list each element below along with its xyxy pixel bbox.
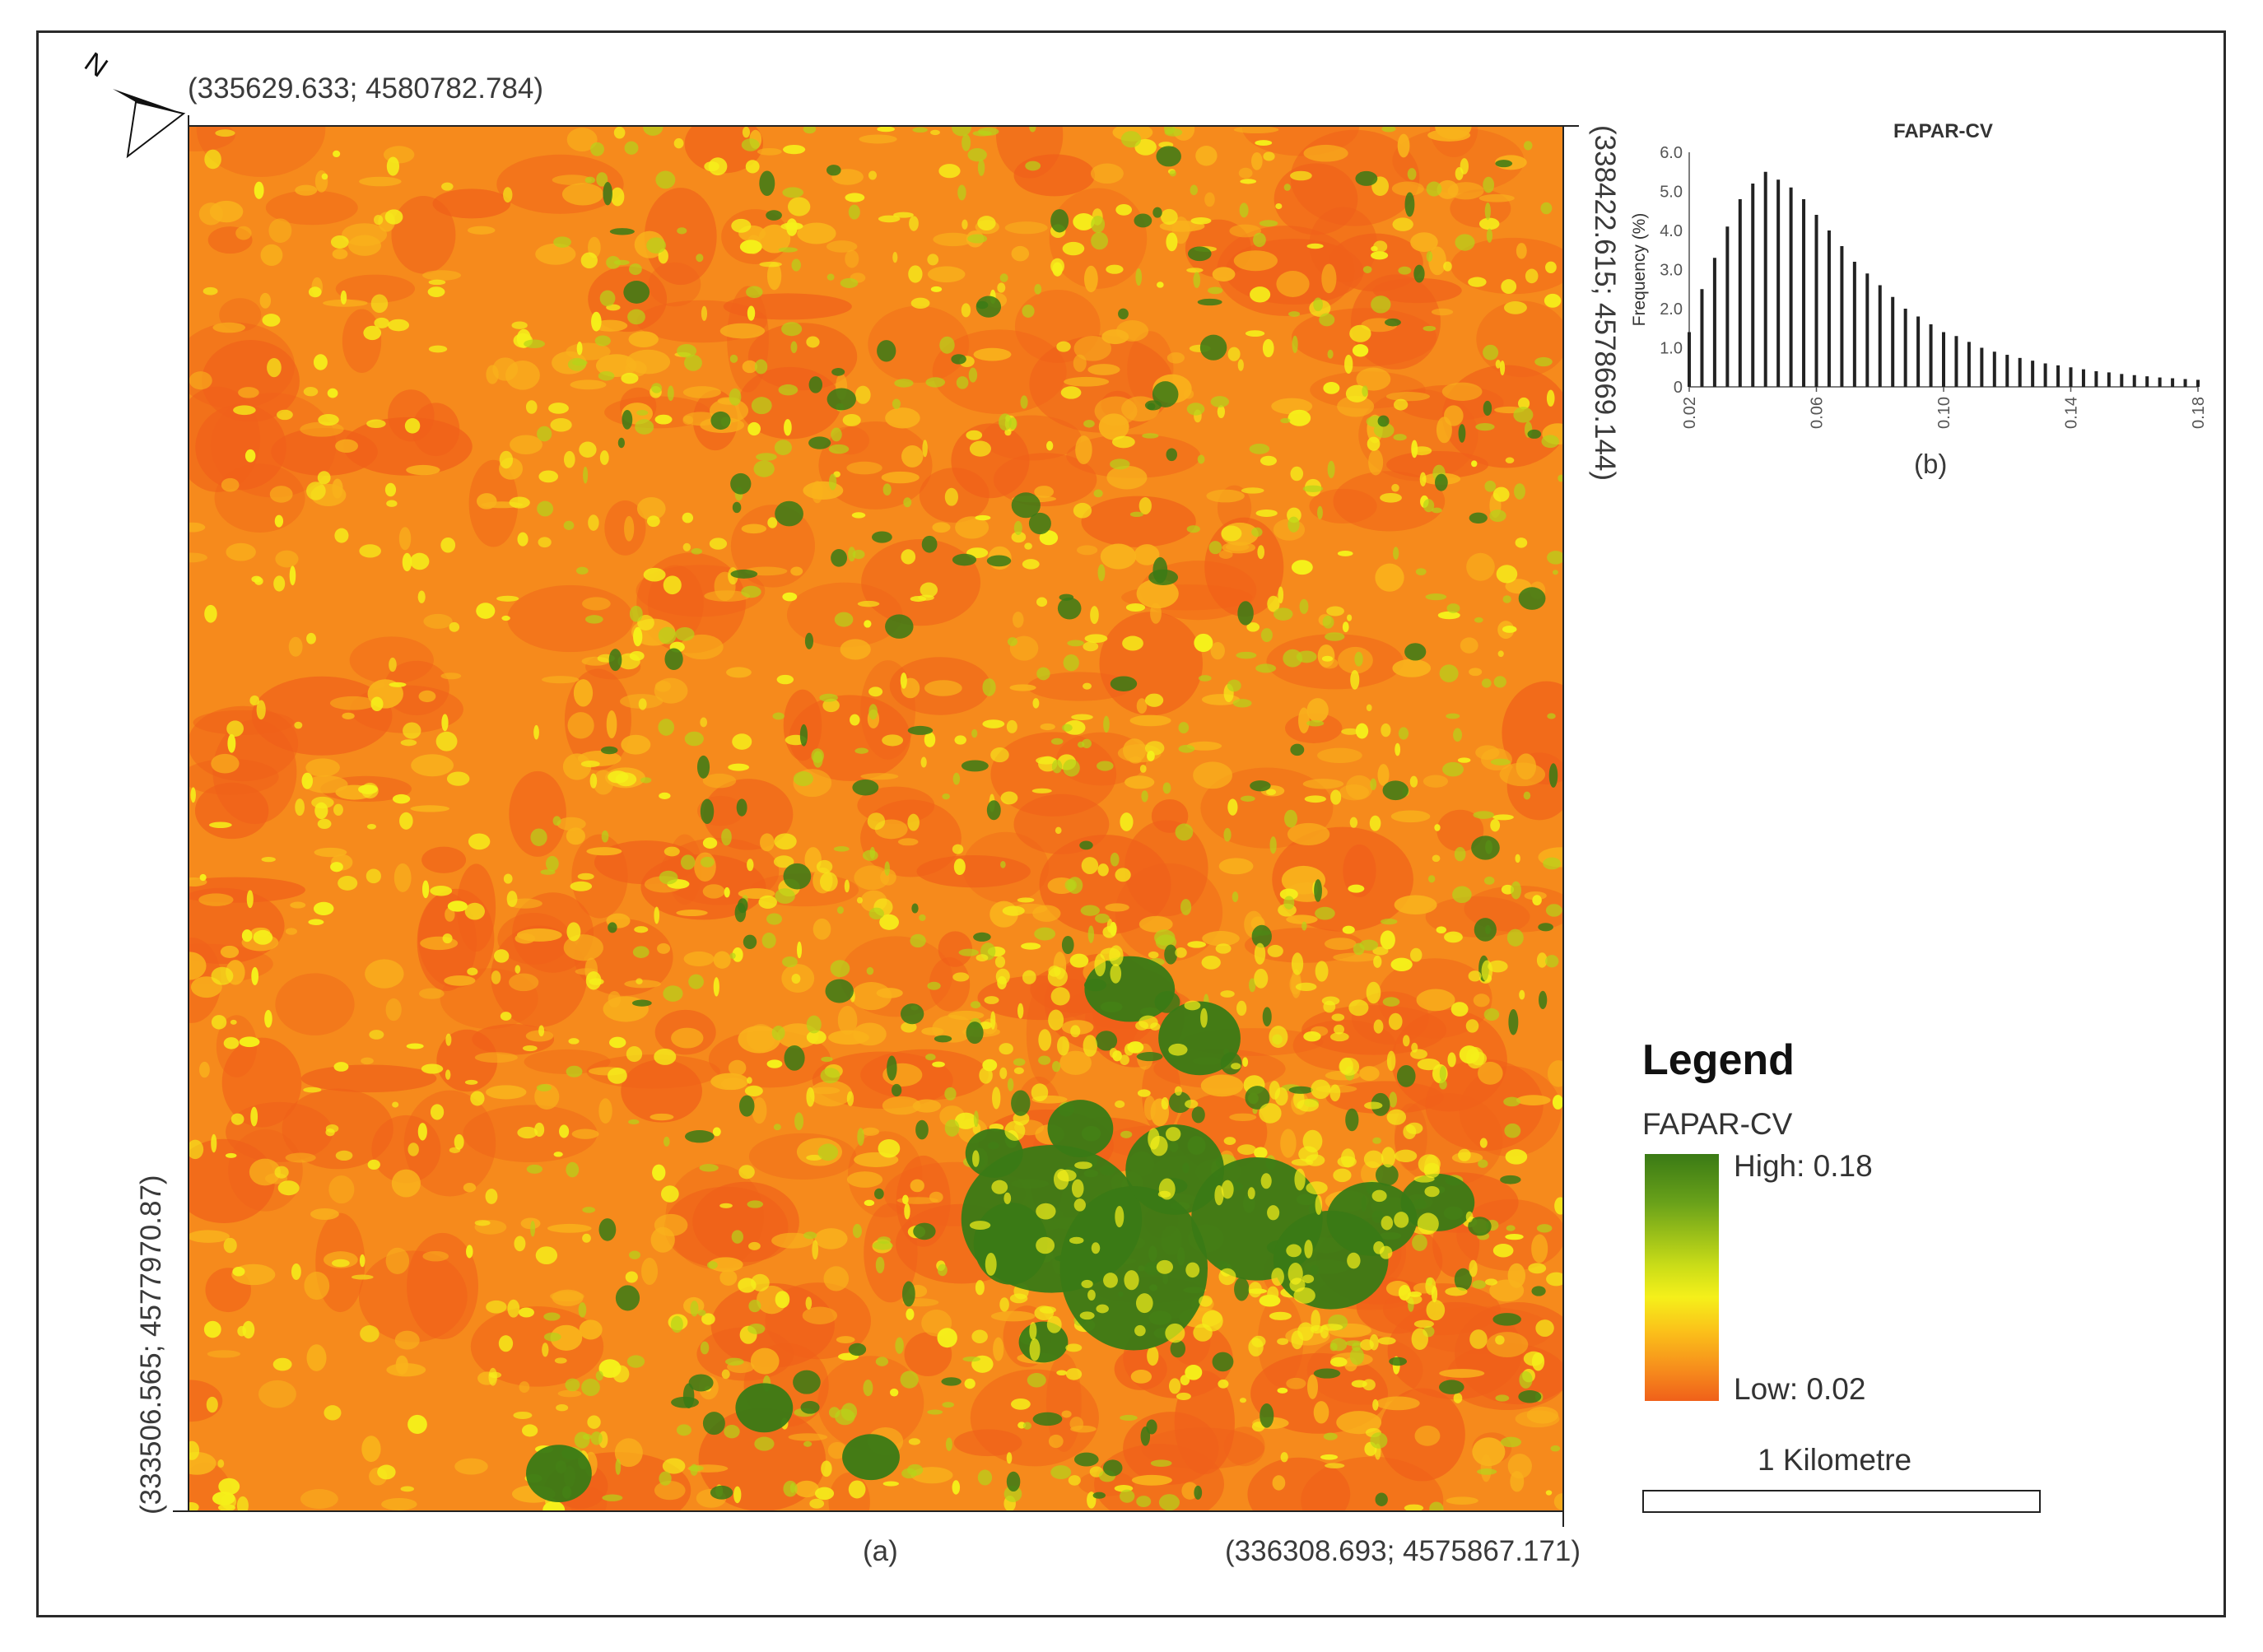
scale-bar xyxy=(1642,1490,2041,1513)
histogram-bar xyxy=(2145,376,2149,387)
histogram-bar xyxy=(1763,171,1767,387)
histogram-y-label: Frequency (%) xyxy=(1630,213,1649,327)
histogram-x-tick-label: 0.14 xyxy=(2063,397,2081,429)
histogram-panel: FAPAR-CV 0 1.0 2.0 3.0 4.0 5.0 6.0 0.02 0.06 0.10… xyxy=(1622,115,2214,494)
histogram-x-tick-label: 0.18 xyxy=(2190,397,2208,429)
histogram-bar xyxy=(2171,378,2175,387)
map-caption: (a) xyxy=(863,1535,898,1567)
histogram-title: FAPAR-CV xyxy=(1893,120,1993,142)
histogram-bar xyxy=(1688,332,1691,387)
histogram-bar xyxy=(2056,365,2060,387)
histogram-bar xyxy=(1814,215,1818,387)
histogram-x-tick-label: 0.06 xyxy=(1809,397,1827,429)
corner-tick-top xyxy=(188,115,189,127)
histogram-bar xyxy=(1776,179,1781,387)
histogram-y-tick-label: 5.0 xyxy=(1660,184,1683,202)
histogram-bar xyxy=(2043,363,2047,387)
histogram-bar xyxy=(1903,309,1907,387)
histogram-bar xyxy=(2031,361,2035,387)
histogram-bar xyxy=(2094,371,2098,387)
histogram-caption: (b) xyxy=(1914,449,1948,479)
histogram-bar xyxy=(1942,332,1945,387)
histogram-bar xyxy=(2158,377,2162,387)
histogram-bar xyxy=(1712,258,1716,387)
scale-bar-label: 1 Kilometre xyxy=(1758,1443,1912,1477)
histogram-bar xyxy=(1916,316,1921,387)
coord-bottom-right: (336308.693; 4575867.171) xyxy=(1225,1535,1581,1567)
histogram-x-tick-label: 0.02 xyxy=(1681,397,1699,429)
map-raster xyxy=(189,127,1562,1510)
histogram-y-tick-label: 1.0 xyxy=(1660,340,1683,358)
histogram-bar xyxy=(2196,379,2200,387)
histogram-bar xyxy=(1967,342,1971,387)
legend-low-label: Low: 0.02 xyxy=(1734,1372,1866,1406)
histogram-bar xyxy=(1789,187,1793,387)
histogram-y-tick-label: 4.0 xyxy=(1660,222,1683,240)
north-label: N xyxy=(79,46,114,83)
coord-right-top: (338422.615; 4578669.144) xyxy=(1589,125,1621,482)
fapar-cv-map[interactable] xyxy=(188,125,1564,1512)
histogram-bar xyxy=(2107,372,2111,387)
coord-top-left: (335629.633; 4580782.784) xyxy=(188,72,544,105)
histogram-bar xyxy=(2081,369,2085,387)
corner-tick-bottom xyxy=(1562,1510,1564,1527)
histogram-bar xyxy=(1700,289,1704,387)
corner-tick-right xyxy=(1562,125,1579,127)
corner-tick-left xyxy=(173,1510,189,1512)
histogram-bar xyxy=(1992,351,1996,387)
histogram-y-tick-label: 2.0 xyxy=(1660,300,1683,319)
coord-left-bottom: (333506.565; 4577970.87) xyxy=(135,1175,167,1515)
histogram-bar xyxy=(1929,324,1933,387)
histogram-bar xyxy=(1852,262,1856,387)
legend-high-label: High: 0.18 xyxy=(1734,1149,1873,1183)
histogram-bar xyxy=(1878,285,1882,387)
histogram-bar xyxy=(2120,374,2124,387)
histogram-bar xyxy=(1865,273,1870,387)
histogram-bar xyxy=(2183,379,2187,387)
legend-color-ramp xyxy=(1645,1154,1719,1401)
histogram-bar xyxy=(2132,375,2136,387)
histogram-bar xyxy=(2005,355,2009,387)
figure-frame xyxy=(36,30,2226,1617)
histogram-bar xyxy=(1840,246,1844,387)
histogram-x-tick-label: 0.10 xyxy=(1935,397,1953,429)
legend-variable: FAPAR-CV xyxy=(1642,1107,1793,1141)
histogram-chart: 0 1.0 2.0 3.0 4.0 5.0 6.0 0.02 0.06 0.10 0.14 0.18 F… xyxy=(1630,144,2208,429)
histogram-bar xyxy=(1802,199,1806,387)
histogram-bar xyxy=(1891,296,1895,387)
histogram-bar xyxy=(2018,357,2022,387)
legend-title: Legend xyxy=(1642,1036,1795,1084)
histogram-bar xyxy=(1725,226,1730,387)
histogram-y-tick-label: 6.0 xyxy=(1660,144,1683,162)
histogram-bar xyxy=(1827,230,1831,387)
histogram-y-tick-label: 3.0 xyxy=(1660,262,1683,280)
histogram-y-tick-label: 0 xyxy=(1674,379,1683,397)
histogram-bar xyxy=(1738,199,1742,387)
histogram-bar xyxy=(1980,347,1984,387)
histogram-bar xyxy=(1954,336,1958,387)
histogram-bar xyxy=(1751,184,1755,387)
north-arrow-icon: N xyxy=(79,46,186,159)
histogram-bar xyxy=(2069,367,2073,387)
